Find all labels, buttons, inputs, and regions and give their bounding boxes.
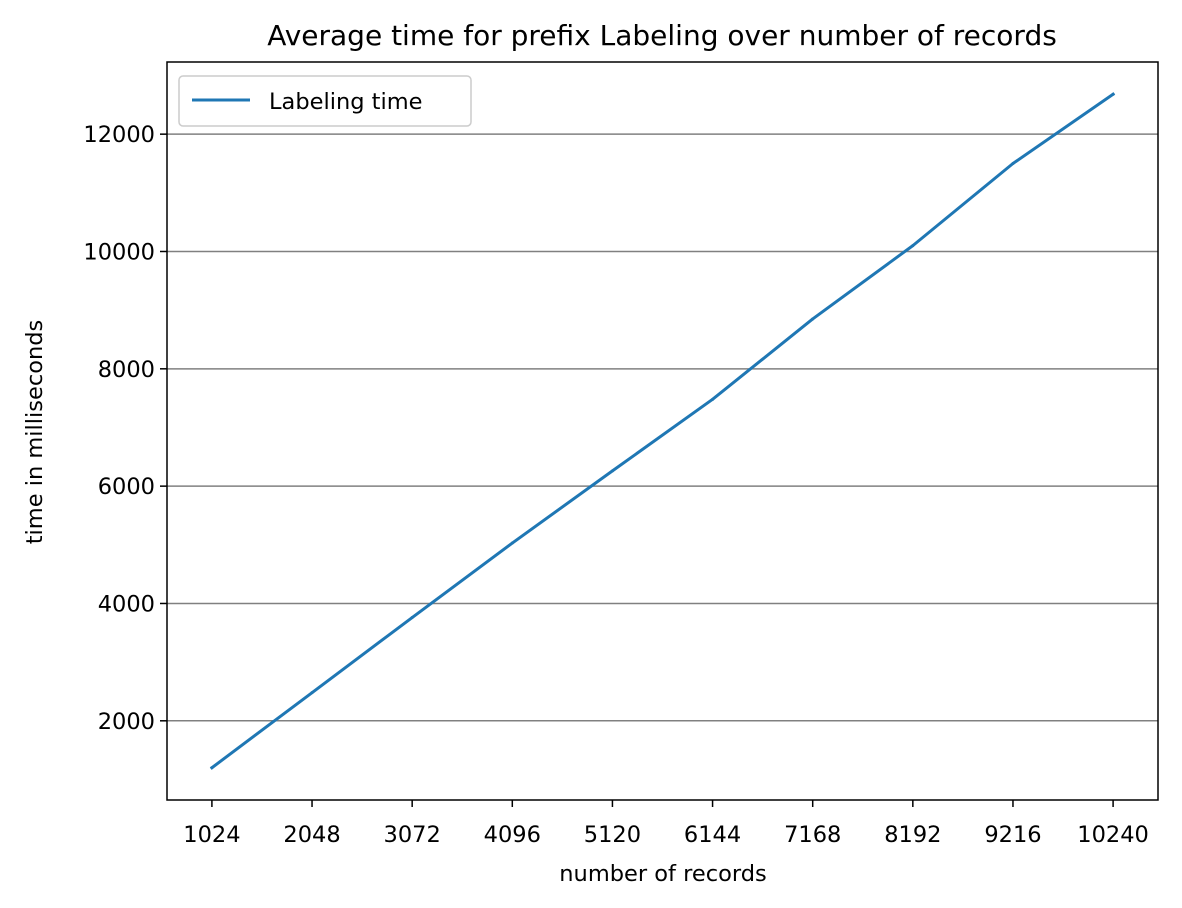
data-point [1011,161,1015,165]
series-group [209,92,1116,770]
y-tick-label: 6000 [98,474,155,500]
x-axis-label: number of records [559,861,766,887]
data-point [711,397,715,401]
y-tick-label: 4000 [98,591,155,617]
x-tick-label: 2048 [283,822,340,848]
data-point [1111,92,1115,96]
legend-label: Labeling time [269,89,422,115]
data-point [210,766,214,770]
x-tick-label: 4096 [484,822,541,848]
y-tick-label: 2000 [98,709,155,735]
legend: Labeling time [178,75,472,127]
data-point [310,691,314,695]
data-point [410,616,414,620]
series-line-labeling-time [209,92,1116,770]
y-tick-label: 12000 [83,122,155,148]
data-point [811,317,815,321]
y-tick-label: 8000 [98,357,155,383]
y-axis-ticks: 2000 4000 6000 8000 10000 12000 [83,122,167,735]
x-tick-label: 1024 [183,822,240,848]
legend-box [178,75,472,127]
y-axis-label: time in milliseconds [22,320,48,545]
x-tick-label: 3072 [384,822,441,848]
x-tick-label: 5120 [584,822,641,848]
x-tick-label: 10240 [1077,822,1149,848]
chart-title: Average time for prefix Labeling over nu… [267,19,1057,52]
x-tick-label: 6144 [684,822,741,848]
data-point [911,244,915,248]
plot-frame [166,61,1159,801]
x-tick-label: 8192 [884,822,941,848]
x-axis-ticks: 1024 2048 3072 4096 5120 6144 7168 8192 9216 1024… [183,800,1149,848]
x-tick-label: 7168 [784,822,841,848]
y-tick-label: 10000 [83,239,155,265]
grid-lines [167,133,1158,722]
data-point [610,469,614,473]
x-tick-label: 9216 [984,822,1041,848]
data-point [510,541,514,545]
